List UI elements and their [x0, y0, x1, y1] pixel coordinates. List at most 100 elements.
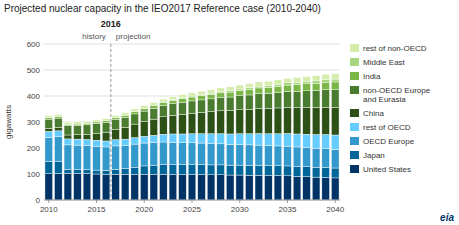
bar-segment [112, 116, 120, 118]
bar-segment [293, 134, 301, 147]
bar-segment [140, 143, 148, 166]
bar-segment [236, 175, 244, 200]
bar-segment [150, 165, 158, 174]
bar-segment [265, 166, 273, 176]
bar-segment [217, 134, 225, 144]
bar-segment [121, 174, 129, 200]
bar-segment [303, 147, 311, 166]
bar-segment [188, 143, 196, 165]
legend-label: China [363, 109, 384, 118]
bar-segment [217, 111, 225, 134]
bar-segment [207, 165, 215, 175]
legend-swatch [350, 165, 359, 173]
bar-segment [179, 175, 187, 200]
bar-segment [265, 176, 273, 200]
bar-segment [93, 146, 101, 170]
bar-segment [93, 120, 101, 122]
bar-segment [265, 81, 273, 85]
bar-segment [45, 131, 53, 137]
bar-segment [188, 101, 196, 113]
x-tick [192, 200, 193, 203]
bar-segment [284, 133, 292, 146]
bar-segment [331, 168, 339, 178]
x-tick [335, 200, 336, 203]
bar-segment [331, 149, 339, 168]
bar-segment [179, 95, 187, 98]
y-tick-label: 500 [27, 66, 41, 75]
bar-segment [131, 174, 139, 200]
bar-segment [160, 134, 168, 142]
bar-segment [207, 94, 215, 98]
legend-swatch [350, 137, 359, 145]
bar-segment [83, 123, 91, 125]
bar-segment [64, 173, 72, 200]
bar-segment [217, 88, 225, 92]
bar-segment [45, 119, 53, 128]
bar-segment [303, 91, 311, 108]
bar-segment [160, 117, 168, 134]
bar-segment [207, 134, 215, 144]
bar-segment [226, 144, 234, 165]
bar-segment [179, 165, 187, 175]
bar-segment [265, 87, 273, 93]
x-tick [96, 200, 97, 203]
bar-segment [198, 165, 206, 175]
x-tick [48, 200, 49, 203]
bar-segment [93, 124, 101, 134]
grid-line [44, 70, 340, 71]
legend-label: OECD Europe [363, 137, 415, 146]
bar-segment [236, 165, 244, 175]
bar-segment [179, 99, 187, 103]
bar-segment [160, 103, 168, 106]
divider-line [110, 44, 111, 200]
bar-segment [284, 83, 292, 85]
x-tick [144, 200, 145, 203]
bar-segment [93, 174, 101, 200]
bar-segment [64, 126, 72, 135]
bar-segment [198, 91, 206, 94]
bar-segment [64, 135, 72, 139]
bar-segment [140, 111, 148, 121]
legend-swatch [350, 44, 359, 52]
bar-segment [93, 133, 101, 140]
bar-segment [226, 111, 234, 134]
bar-segment [312, 81, 320, 84]
y-tick-label: 400 [27, 92, 41, 101]
x-tick-label: 2030 [231, 205, 249, 214]
bar-segment [293, 85, 301, 92]
bar-segment [160, 106, 168, 117]
bar-segment [265, 93, 273, 108]
bar-segment [169, 134, 177, 142]
bar-segment [160, 164, 168, 174]
bar-segment [312, 177, 320, 200]
bar-segment [274, 93, 282, 108]
bar-segment [121, 145, 129, 168]
bar-segment [303, 81, 311, 84]
bar-segment [331, 82, 339, 90]
bar-segment [255, 82, 263, 86]
bar-segment [179, 114, 187, 134]
bar-segment [265, 85, 273, 87]
bar-segment [102, 174, 110, 200]
bar-segment [245, 134, 253, 145]
bar-segment [245, 90, 253, 95]
bar-segment [74, 173, 82, 200]
bar-segment [284, 85, 292, 92]
bar-segment [322, 79, 330, 82]
bar-segment [102, 170, 110, 174]
bar-segment [169, 97, 177, 100]
bar-segment [150, 135, 158, 142]
bar-segment [207, 112, 215, 134]
bar-segment [236, 96, 244, 110]
bar-segment [188, 97, 196, 101]
bar-segment [188, 165, 196, 175]
bar-segment [55, 118, 63, 127]
bar-segment [140, 106, 148, 109]
x-tick-label: 2020 [135, 205, 153, 214]
bar-segment [245, 145, 253, 166]
bar-segment [45, 174, 53, 200]
bar-segment [102, 121, 110, 123]
bar-segment [102, 147, 110, 170]
bar-segment [236, 110, 244, 134]
bar-segment [236, 91, 244, 96]
